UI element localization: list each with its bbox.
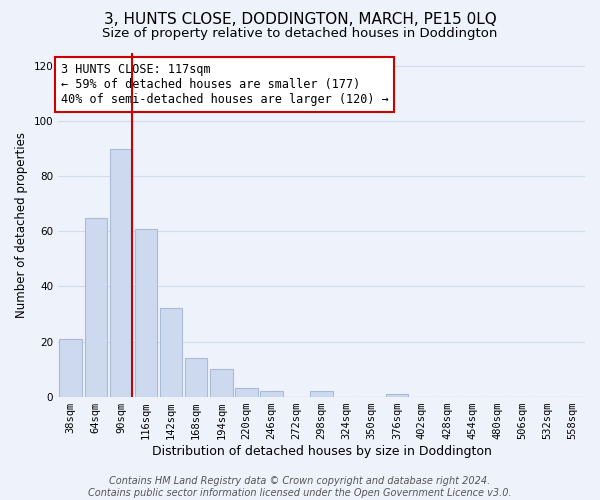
Bar (260, 391, 283, 396)
Bar (85, 218, 107, 396)
Bar (386, 394, 408, 396)
Text: Size of property relative to detached houses in Doddington: Size of property relative to detached ho… (103, 28, 497, 40)
Y-axis label: Number of detached properties: Number of detached properties (15, 132, 28, 318)
Bar (110, 149, 132, 396)
Bar (59, 339, 82, 396)
Bar (185, 358, 208, 397)
Text: Contains HM Land Registry data © Crown copyright and database right 2024.
Contai: Contains HM Land Registry data © Crown c… (88, 476, 512, 498)
Text: 3, HUNTS CLOSE, DODDINGTON, MARCH, PE15 0LQ: 3, HUNTS CLOSE, DODDINGTON, MARCH, PE15 … (104, 12, 496, 28)
Bar (134, 228, 157, 396)
Bar (310, 391, 333, 396)
Bar (160, 308, 182, 396)
Bar (210, 369, 233, 396)
Bar (235, 388, 257, 396)
X-axis label: Distribution of detached houses by size in Doddington: Distribution of detached houses by size … (152, 444, 491, 458)
Text: 3 HUNTS CLOSE: 117sqm
← 59% of detached houses are smaller (177)
40% of semi-det: 3 HUNTS CLOSE: 117sqm ← 59% of detached … (61, 63, 389, 106)
